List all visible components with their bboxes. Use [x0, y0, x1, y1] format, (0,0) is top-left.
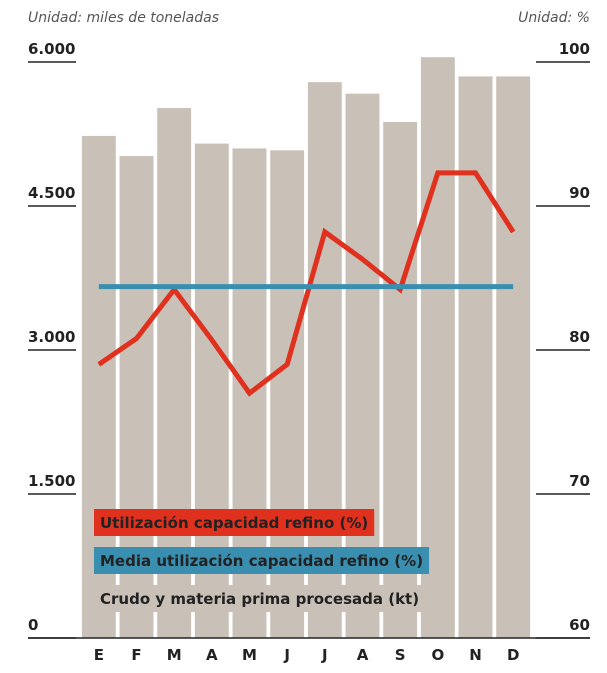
- y2-tick-label: 90: [569, 184, 590, 202]
- line: [97, 170, 516, 397]
- y2-tick-label: 100: [559, 40, 590, 58]
- y-tick-label: 0: [28, 616, 38, 634]
- legend-label: Media utilización capacidad refino (%): [100, 552, 423, 570]
- x-tick-label: S: [395, 646, 406, 664]
- legend-label: Utilización capacidad refino (%): [100, 514, 368, 532]
- y2-tick-label: 80: [569, 328, 590, 346]
- y2-tick-label: 60: [569, 616, 590, 634]
- x-tick-label: N: [469, 646, 482, 664]
- x-tick-label: E: [94, 646, 104, 664]
- x-tick-label: D: [507, 646, 519, 664]
- legend-box: [94, 585, 426, 612]
- bar: [496, 76, 531, 638]
- x-tick-label: F: [131, 646, 141, 664]
- y-tick-label: 1.500: [28, 472, 75, 490]
- x-tick-label: A: [357, 646, 369, 664]
- x-tick-label: J: [283, 646, 290, 664]
- x-tick-label: O: [431, 646, 444, 664]
- x-tick-label: J: [321, 646, 328, 664]
- x-tick-label: A: [206, 646, 218, 664]
- y-tick-label: 4.500: [28, 184, 75, 202]
- bar: [307, 82, 342, 638]
- y2-unit-label: Unidad: %: [518, 10, 590, 26]
- x-tick-label: M: [167, 646, 182, 664]
- y-tick-label: 6.000: [28, 40, 75, 58]
- y-tick-label: 3.000: [28, 328, 75, 346]
- bar: [458, 76, 493, 638]
- x-tick-label: M: [242, 646, 257, 664]
- bar: [420, 57, 455, 638]
- legend-box: [94, 509, 375, 536]
- y-unit-label: Unidad: miles de toneladas: [28, 10, 219, 26]
- y2-tick-label: 70: [569, 472, 590, 490]
- legend-label: Crudo y materia prima procesada (kt): [100, 590, 419, 608]
- legend-box: [94, 547, 430, 574]
